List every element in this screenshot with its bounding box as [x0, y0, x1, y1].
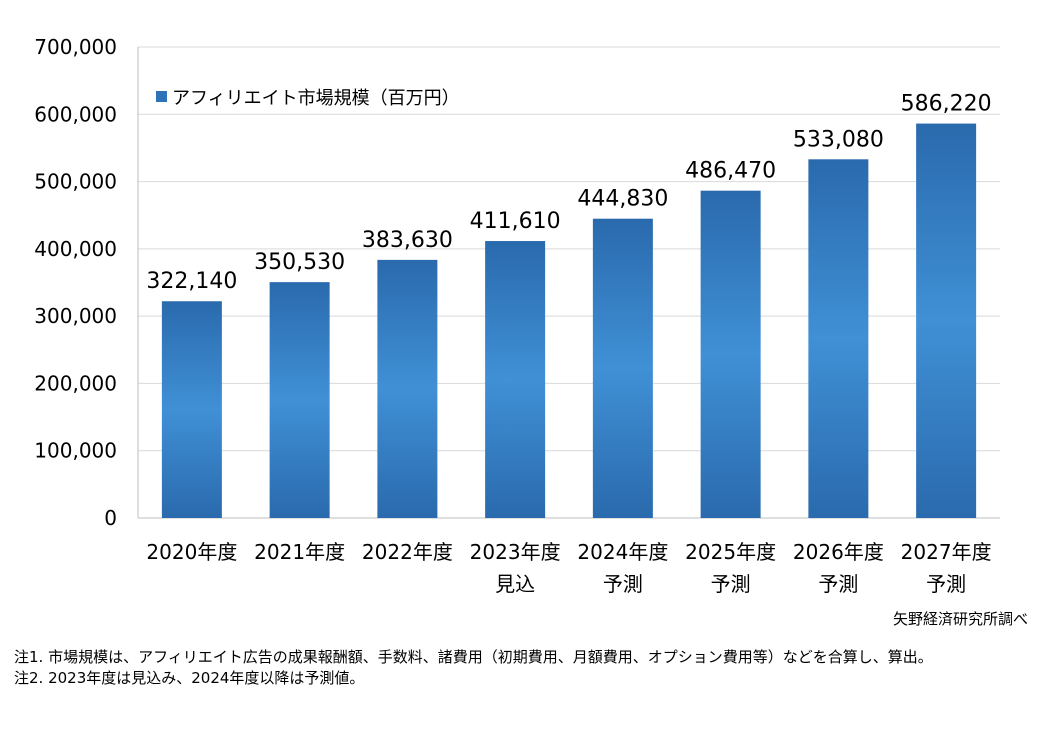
bar — [485, 241, 546, 518]
y-tick-label: 100,000 — [34, 439, 117, 463]
bar — [377, 259, 438, 518]
bar — [592, 218, 653, 518]
data-label: 486,470 — [685, 159, 776, 184]
gridlines — [137, 46, 1000, 519]
x-tick-label: 2024年度 — [577, 540, 668, 564]
y-tick-label: 500,000 — [34, 170, 117, 194]
y-tick-label: 0 — [104, 506, 117, 530]
data-label: 322,140 — [146, 269, 237, 294]
footnote-2: 注2. 2023年度は見込み、2024年度以降は予測値。 — [14, 669, 365, 687]
bar — [269, 282, 330, 518]
x-tick-label: 2026年度 — [793, 540, 884, 564]
bars — [161, 123, 977, 519]
y-tick-label: 600,000 — [34, 102, 117, 126]
legend-swatch — [156, 91, 167, 102]
bar — [808, 159, 869, 519]
bar — [916, 123, 977, 519]
bar-chart: 0 100,000 200,000 300,000 400,000 500,000 600,… — [34, 35, 1000, 596]
data-label: 383,630 — [362, 228, 453, 253]
bar — [700, 190, 761, 519]
x-tick-label: 2023年度 — [470, 540, 561, 564]
x-tick-label: 2027年度 — [901, 540, 992, 564]
x-tick-sublabel: 見込 — [495, 572, 535, 596]
data-label: 533,080 — [793, 127, 884, 152]
data-label: 444,830 — [577, 187, 668, 212]
legend: アフィリエイト市場規模（百万円） — [156, 88, 460, 109]
x-tick-label: 2020年度 — [146, 540, 237, 564]
data-label: 411,610 — [470, 209, 561, 234]
x-tick-label: 2025年度 — [685, 540, 776, 564]
data-labels: 322,140 350,530 383,630 411,610 444,830 486,4… — [146, 92, 991, 295]
data-label: 350,530 — [254, 250, 345, 275]
x-tick-sublabel: 予測 — [926, 572, 966, 596]
source-note: 矢野経済研究所調べ — [892, 610, 1028, 628]
x-tick-sublabel: 予測 — [603, 572, 643, 596]
x-axis-ticks: 2020年度 2021年度 2022年度 2023年度見込2024年度予測2025年度… — [146, 540, 991, 596]
x-tick-label: 2022年度 — [362, 540, 453, 564]
y-tick-label: 200,000 — [34, 371, 117, 395]
x-tick-sublabel: 予測 — [818, 572, 858, 596]
y-tick-label: 300,000 — [34, 304, 117, 328]
y-tick-label: 700,000 — [34, 35, 117, 59]
x-tick-sublabel: 予測 — [711, 572, 751, 596]
data-label: 586,220 — [901, 92, 992, 117]
y-axis-ticks: 0 100,000 200,000 300,000 400,000 500,000 600,… — [34, 35, 117, 530]
bar — [161, 301, 222, 518]
x-tick-label: 2021年度 — [254, 540, 345, 564]
y-tick-label: 400,000 — [34, 237, 117, 261]
legend-label: アフィリエイト市場規模（百万円） — [172, 88, 460, 109]
footnote-1: 注1. 市場規模は、アフィリエイト広告の成果報酬額、手数料、諸費用（初期費用、月… — [14, 648, 933, 666]
